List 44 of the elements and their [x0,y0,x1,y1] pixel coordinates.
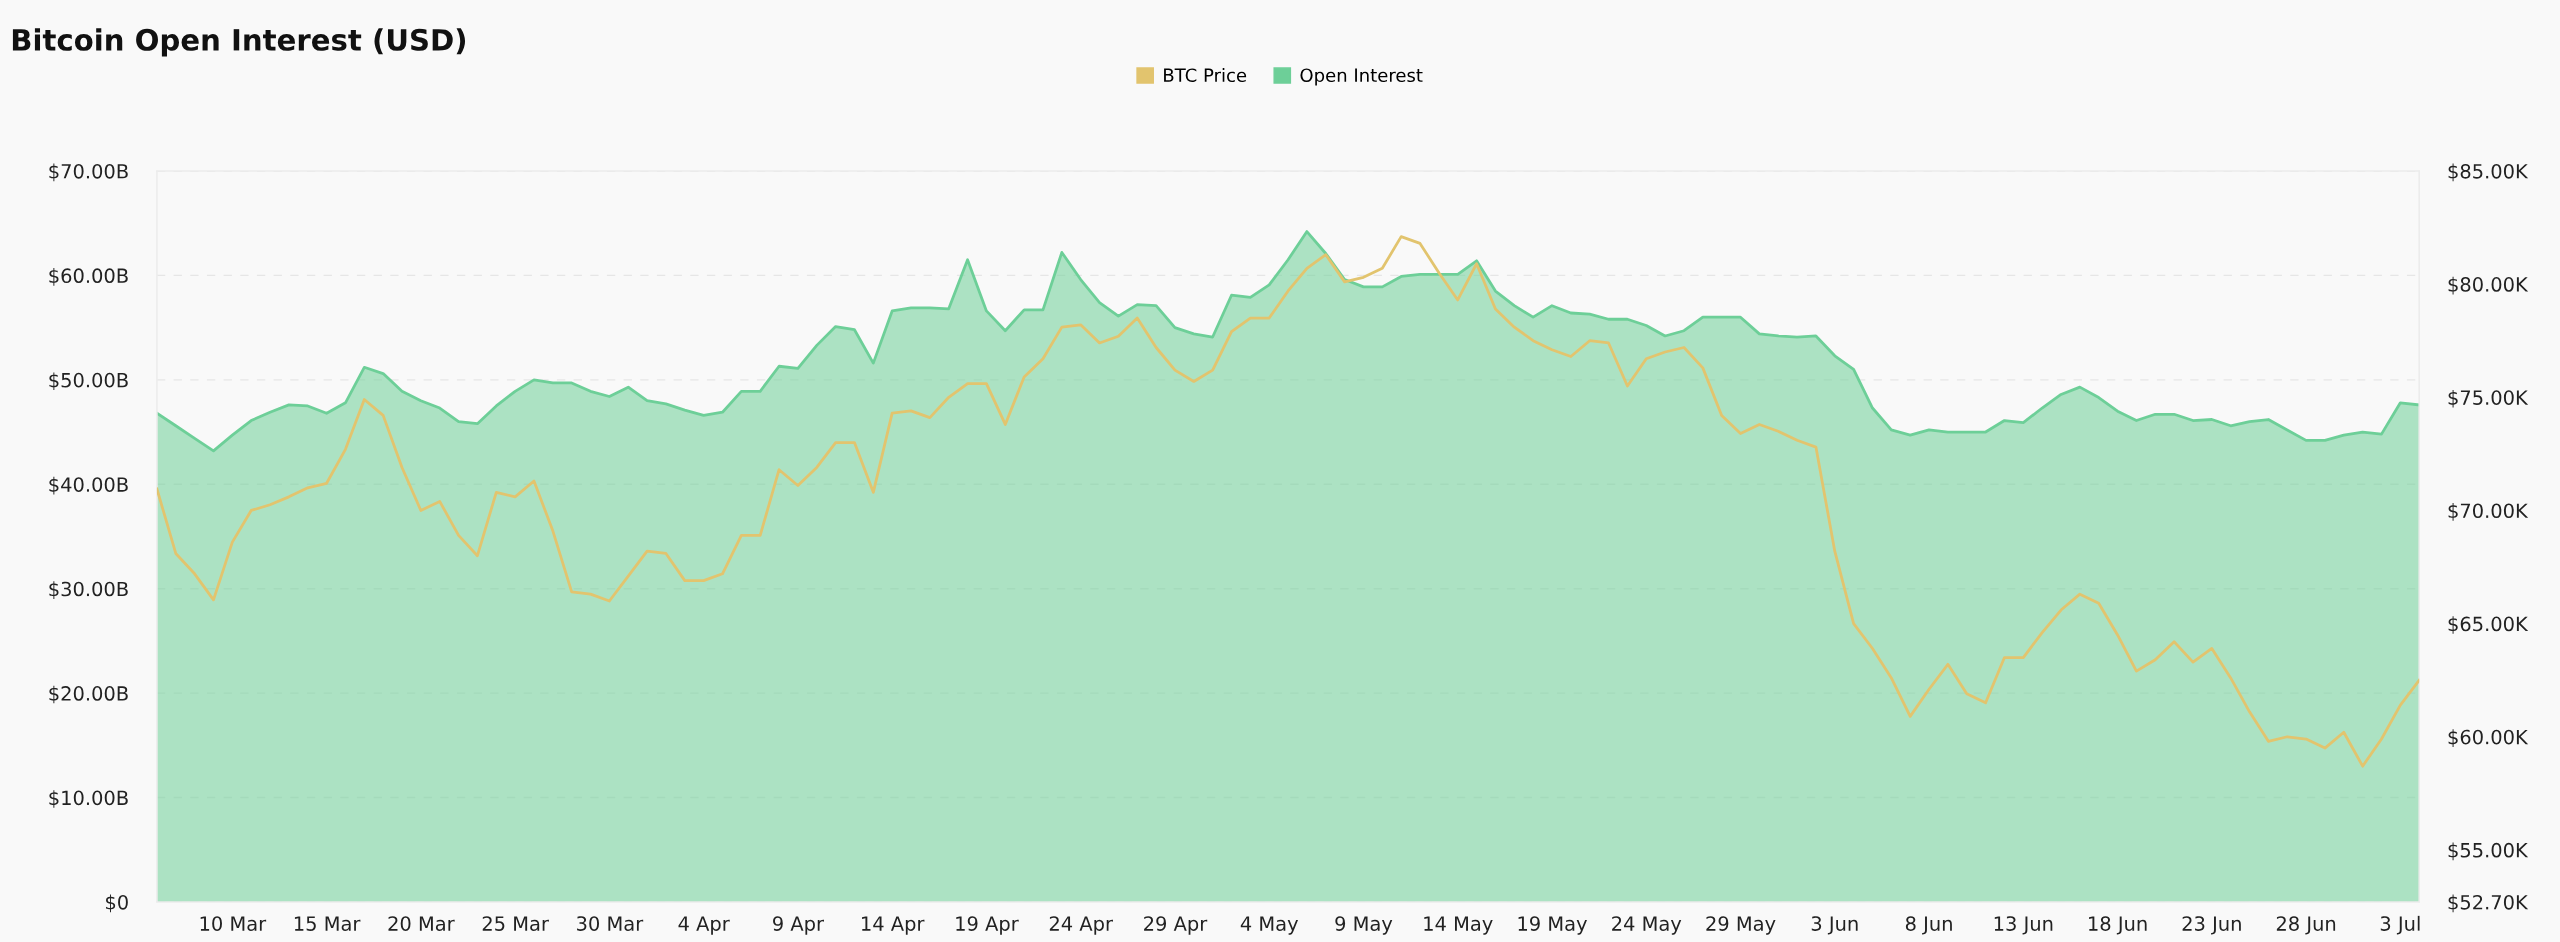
x-tick-label: 24 Apr [1049,916,1113,935]
x-tick-label: 9 Apr [773,916,824,935]
y2-tick-label: $80.00K [2448,276,2529,295]
y-tick-label: $70.00B [49,163,128,182]
x-tick-label: 9 May [1335,916,1393,935]
y-tick-label: $60.00B [49,268,128,286]
y2-tick-label: $65.00K [2448,616,2529,634]
y2-tick-label: $70.00K [2448,503,2529,521]
x-tick-label: 25 Mar [482,916,549,931]
legend-label: BTC Price [1164,68,1247,83]
x-tick-label: 24 May [1612,916,1682,935]
x-tick-label: 15 Mar [294,916,361,931]
x-tick-label: 20 Mar [388,916,455,931]
x-tick-label: 29 Apr [1144,916,1208,935]
y-tick-label: $10.00B [49,790,128,808]
x-tick-label: 19 May [1518,916,1587,935]
y2-tick-label: $52.70K [2448,894,2529,913]
y-tick-label: $0 [106,894,128,913]
y-tick-label: $40.00B [49,476,128,495]
y-tick-label: $30.00B [49,581,128,599]
y2-tick-label: $55.00K [2448,842,2529,861]
x-tick-label: 14 May [1424,916,1493,935]
y2-tick-label: $75.00K [2448,389,2529,408]
x-tick-label: 30 Mar [577,916,644,931]
x-tick-label: 3 Jul [2380,915,2420,935]
x-tick-label: 23 Jun [2182,916,2241,935]
x-tick-label: 29 May [1706,916,1776,935]
y2-tick-label: $60.00K [2448,729,2529,747]
x-tick-label: 14 Apr [862,916,925,935]
y-tick-label: $50.00B [49,372,128,391]
x-tick-label: 13 Jun [1994,916,2053,935]
y-tick-label: $20.00B [49,685,128,704]
x-tick-label: 8 Jun [1905,916,1952,935]
x-tick-label: 4 May [1240,916,1299,935]
x-tick-label: 10 Mar [200,916,267,931]
chart-title: Bitcoin Open Interest (USD) [12,28,466,57]
y2-tick-label: $85.00K [2448,163,2529,182]
x-tick-label: 3 Jun [1811,916,1858,935]
x-tick-label: 28 Jun [2276,916,2336,935]
line-series [156,235,2420,768]
x-tick-label: 19 Apr [956,916,1019,935]
x-tick-label: 18 Jun [2089,916,2147,935]
x-tick-label: 4 Apr [678,916,730,935]
legend-label: Open Interest [1300,68,1423,86]
